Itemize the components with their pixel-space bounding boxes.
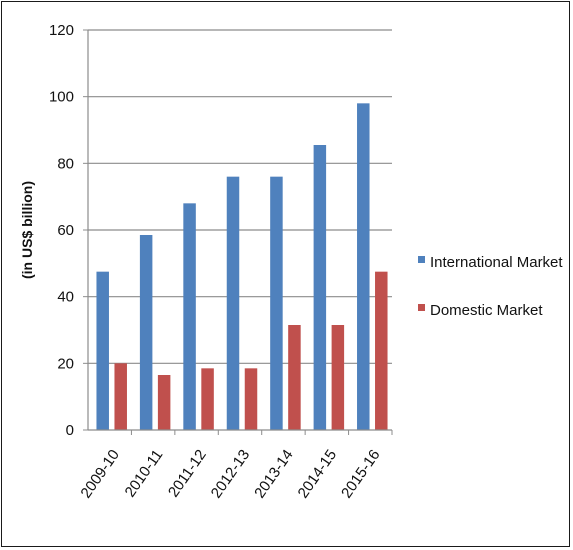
bar-international-market — [313, 145, 327, 430]
y-tick-label: 20 — [57, 355, 74, 372]
bar-international-market — [96, 271, 109, 430]
bar-international-market — [357, 103, 370, 430]
x-tick-label: 2011-12 — [165, 447, 210, 501]
bar-international-market — [183, 203, 196, 430]
x-tick-label: 2012-13 — [208, 447, 254, 502]
x-tick-label: 2015-16 — [338, 447, 384, 502]
legend-swatch — [418, 256, 425, 263]
bar-international-market — [270, 176, 283, 430]
axes — [87, 30, 393, 435]
bar-international-market — [226, 176, 240, 430]
bar-domestic-market — [375, 271, 388, 430]
bar-domestic-market — [244, 368, 258, 430]
x-tick-label: 2010-11 — [122, 447, 167, 501]
y-axis-label: (in US$ billion) — [19, 181, 35, 279]
y-tick-label: 0 — [66, 422, 74, 439]
bar-domestic-market — [288, 325, 301, 430]
y-tick-label: 100 — [49, 89, 74, 106]
bar-international-market — [139, 235, 153, 430]
y-tick-label: 60 — [57, 222, 74, 239]
y-tick-labels: 0 20 40 60 80 100 120 — [49, 22, 74, 439]
x-tick-label: 2013-14 — [251, 447, 297, 502]
bar-domestic-market — [201, 368, 214, 430]
legend-label: International Market — [430, 254, 563, 271]
bar-domestic-market — [331, 325, 345, 430]
legend-label: Domestic Market — [430, 302, 543, 319]
bar-domestic-market — [157, 375, 171, 430]
y-tick-label: 120 — [49, 22, 74, 39]
x-tick-label: 2009-10 — [77, 447, 123, 502]
bars — [96, 103, 388, 430]
x-tick-label: 2014-15 — [295, 447, 341, 502]
legend: International Market Domestic Market — [418, 254, 563, 319]
y-tick-label: 40 — [57, 289, 74, 306]
x-tick-labels: 2009-102010-112011-122012-132013-142014-… — [77, 447, 383, 502]
y-tick-label: 80 — [57, 155, 74, 172]
legend-swatch — [418, 304, 425, 311]
bar-domestic-market — [114, 363, 127, 430]
